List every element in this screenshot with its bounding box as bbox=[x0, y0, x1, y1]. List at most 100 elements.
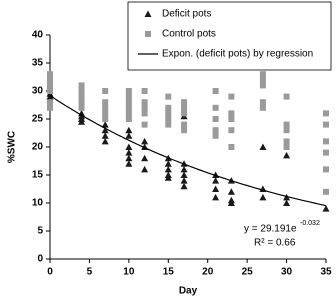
data-point bbox=[180, 177, 188, 184]
data-point bbox=[181, 110, 188, 117]
data-point bbox=[101, 137, 109, 145]
data-point bbox=[323, 188, 329, 195]
data-point bbox=[78, 88, 85, 94]
data-point bbox=[78, 118, 86, 125]
data-point bbox=[227, 199, 235, 206]
data-point bbox=[181, 121, 188, 128]
data-point bbox=[125, 143, 133, 150]
legend-label: Expon. (deficit pots) by regression bbox=[162, 49, 313, 60]
data-point bbox=[180, 182, 188, 190]
data-point bbox=[212, 127, 219, 134]
legend-marker bbox=[144, 10, 152, 17]
x-tick-label: 25 bbox=[242, 267, 254, 278]
data-point bbox=[125, 149, 133, 156]
data-point bbox=[102, 110, 109, 117]
data-point bbox=[283, 93, 290, 100]
legend-label: Deficit pots bbox=[162, 9, 211, 20]
y-axis-label: %SWC bbox=[7, 131, 18, 163]
data-point bbox=[102, 104, 109, 111]
data-point bbox=[227, 188, 235, 195]
annotation: y = 29.191e bbox=[244, 224, 297, 235]
x-tick-label: 35 bbox=[320, 267, 332, 278]
y-tick-label: 20 bbox=[32, 142, 44, 153]
data-point bbox=[141, 137, 149, 145]
y-tick-label: 0 bbox=[37, 254, 43, 265]
data-point bbox=[78, 104, 85, 111]
x-tick-label: 5 bbox=[87, 267, 93, 278]
data-point bbox=[283, 121, 290, 128]
data-point bbox=[212, 193, 220, 201]
data-point bbox=[101, 121, 109, 128]
data-point bbox=[78, 93, 85, 100]
data-point bbox=[125, 93, 132, 100]
legend-box bbox=[127, 1, 332, 71]
data-point bbox=[323, 121, 329, 128]
data-point bbox=[181, 127, 188, 134]
data-point bbox=[141, 165, 149, 173]
data-point bbox=[78, 82, 85, 89]
data-point bbox=[141, 88, 148, 94]
data-point bbox=[283, 144, 290, 150]
y-tick-label: 35 bbox=[32, 58, 44, 69]
data-point bbox=[78, 99, 85, 106]
data-point bbox=[164, 165, 172, 173]
data-point bbox=[323, 166, 329, 173]
data-point bbox=[212, 88, 219, 94]
y-tick-label: 5 bbox=[37, 226, 43, 237]
data-point bbox=[181, 99, 188, 106]
data-point bbox=[283, 199, 291, 206]
x-tick-label: 30 bbox=[281, 267, 293, 278]
data-point bbox=[212, 185, 220, 192]
legend-label: Control pots bbox=[162, 29, 216, 40]
data-point bbox=[259, 71, 266, 78]
data-point bbox=[212, 177, 220, 184]
data-point bbox=[141, 110, 148, 117]
data-point bbox=[164, 160, 172, 167]
data-point bbox=[283, 138, 290, 145]
data-point bbox=[141, 104, 148, 111]
data-point bbox=[125, 160, 133, 167]
data-point bbox=[181, 104, 188, 111]
data-point bbox=[165, 121, 172, 128]
data-point bbox=[228, 110, 235, 117]
data-point bbox=[165, 93, 172, 100]
data-point bbox=[164, 174, 172, 181]
data-point bbox=[165, 110, 172, 117]
data-point bbox=[322, 205, 330, 212]
data-point bbox=[180, 171, 188, 178]
data-point bbox=[125, 132, 133, 139]
data-point bbox=[47, 99, 53, 106]
y-tick-label: 30 bbox=[32, 86, 44, 97]
data-point bbox=[125, 116, 132, 122]
data-point bbox=[125, 110, 132, 117]
data-point bbox=[102, 116, 109, 122]
data-point bbox=[125, 99, 132, 106]
data-point bbox=[228, 116, 235, 122]
data-point bbox=[101, 126, 109, 134]
data-point bbox=[125, 88, 132, 94]
data-point bbox=[212, 104, 219, 111]
y-tick-label: 10 bbox=[32, 198, 44, 209]
data-point bbox=[259, 143, 267, 150]
data-point bbox=[78, 112, 86, 120]
data-point bbox=[228, 127, 235, 134]
data-point bbox=[259, 104, 266, 111]
data-point bbox=[141, 121, 148, 128]
y-tick-label: 15 bbox=[32, 170, 44, 181]
data-point bbox=[47, 88, 53, 94]
annotation: -0.032 bbox=[300, 220, 320, 227]
data-point bbox=[165, 104, 172, 111]
data-point bbox=[47, 82, 53, 89]
data-point bbox=[141, 154, 149, 162]
trend-line bbox=[49, 95, 327, 207]
x-tick-label: 0 bbox=[47, 267, 53, 278]
data-point bbox=[141, 99, 148, 106]
data-point bbox=[228, 144, 235, 150]
data-point bbox=[125, 154, 133, 162]
data-point bbox=[259, 82, 266, 89]
data-point bbox=[125, 104, 132, 111]
data-point bbox=[212, 116, 219, 122]
data-point bbox=[323, 138, 329, 145]
data-point bbox=[102, 88, 109, 94]
data-point bbox=[283, 127, 290, 134]
